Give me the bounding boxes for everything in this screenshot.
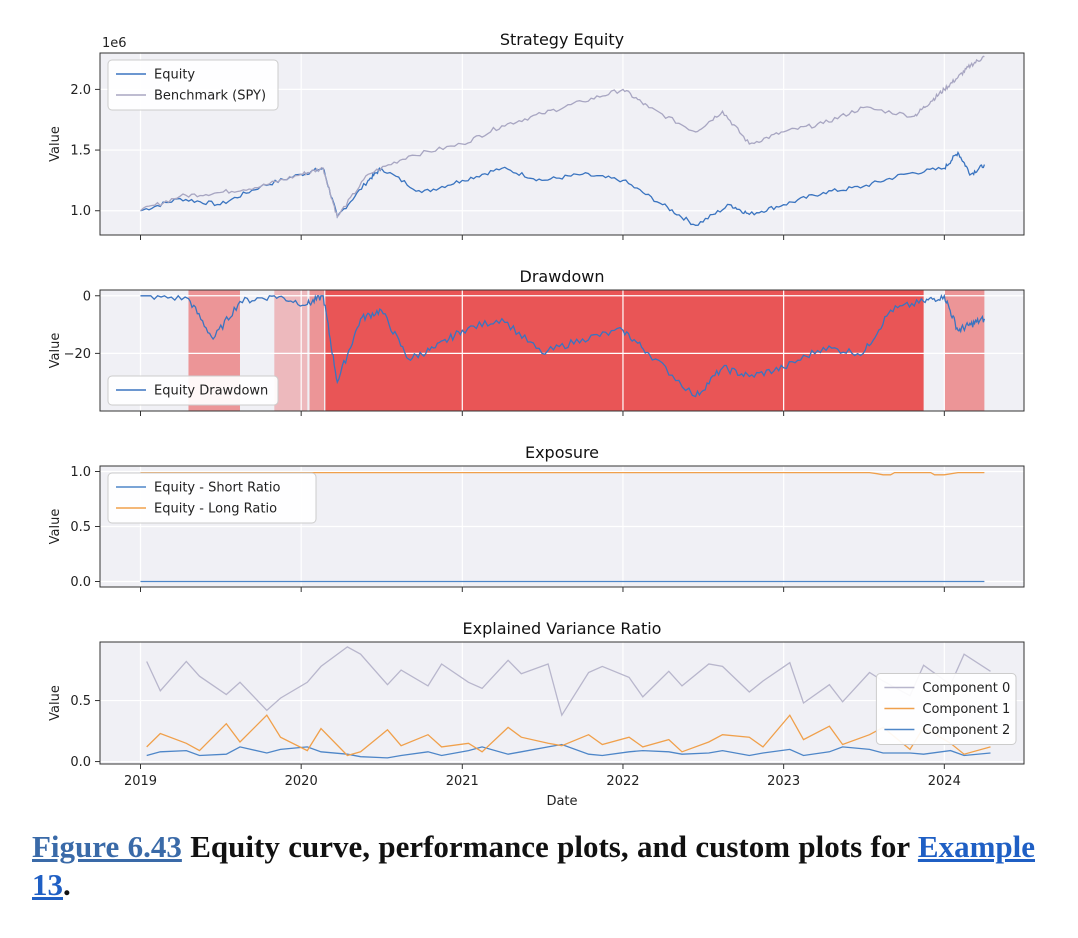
legend-box — [107, 59, 279, 111]
drawdown-period — [944, 290, 985, 411]
drawdown-period — [274, 290, 308, 411]
x-tick-label: 2019 — [124, 774, 157, 789]
legend-label: Component 2 — [922, 723, 1010, 738]
y-tick-label: 1.0 — [70, 465, 91, 480]
legend-label: Component 0 — [922, 681, 1010, 696]
y-tick-label: 0.5 — [70, 694, 91, 709]
x-tick-label: 2024 — [928, 774, 961, 789]
legend: Equity Benchmark (SPY) — [107, 59, 279, 111]
y-tick-label: 0.0 — [70, 575, 91, 590]
y-axis-label: Value — [48, 685, 63, 721]
legend: Equity Drawdown — [107, 375, 279, 406]
chart-panel-3: 0.0 0.5 1.0 Exposure Value Equity - Short Rat… — [48, 443, 1025, 592]
y-tick-label: 1.0 — [70, 204, 91, 219]
legend-label: Benchmark (SPY) — [154, 89, 266, 104]
offset-text: 1e6 — [102, 36, 127, 51]
legend-label: Equity - Short Ratio — [154, 481, 281, 496]
axes-frame — [99, 641, 1025, 765]
y-tick-label: −20 — [64, 347, 91, 362]
drawdown-period — [309, 290, 325, 411]
chart-title: Explained Variance Ratio — [463, 619, 662, 638]
chart-title: Exposure — [525, 443, 599, 462]
axes-frame — [99, 465, 1025, 588]
x-tick-label: 2020 — [285, 774, 318, 789]
series-line — [140, 150, 986, 226]
axes-frame — [99, 289, 1025, 412]
chart-panel-4: 0.0 0.5 Explained Variance Ratio Value Compo… — [48, 619, 1025, 770]
y-axis-label: Value — [48, 333, 63, 369]
drawdown-period — [325, 290, 924, 411]
legend-label: Component 1 — [922, 702, 1010, 717]
figure: 1.0 1.5 2.0 Strategy Equity Value 1e6 Equity Be… — [48, 30, 1025, 809]
y-tick-label: 0.5 — [70, 520, 91, 535]
figure-caption: Figure 6.43 Equity curve, performance pl… — [32, 828, 1035, 904]
series-line — [146, 646, 991, 717]
x-axis-label: Date — [546, 794, 577, 809]
legend-box — [107, 472, 317, 524]
chart-panel-1: 1.0 1.5 2.0 Strategy Equity Value 1e6 Equity Be… — [48, 30, 1025, 240]
series-line — [146, 743, 991, 759]
series-line — [146, 714, 991, 757]
chart-title: Strategy Equity — [500, 30, 624, 49]
example-link[interactable]: Example 13 — [32, 829, 1036, 902]
caption-end: . — [63, 867, 71, 902]
caption-text: Equity curve, performance plots, and cus… — [181, 829, 918, 864]
y-tick-label: 2.0 — [70, 83, 91, 98]
y-tick-label: 0.0 — [70, 755, 91, 770]
series-line — [140, 471, 985, 476]
series-line — [140, 293, 986, 398]
legend-box — [107, 375, 279, 406]
legend-label: Equity Drawdown — [154, 384, 268, 399]
x-tick-label: 2022 — [606, 774, 639, 789]
axes-frame — [99, 52, 1025, 236]
figure-link[interactable]: Figure 6.43 — [32, 829, 182, 864]
legend: Equity - Short Ratio Equity - Long Ratio — [107, 472, 317, 524]
y-tick-label: 0 — [83, 289, 91, 304]
legend-label: Equity — [154, 68, 195, 83]
y-tick-label: 1.5 — [70, 144, 91, 159]
plot-area — [100, 642, 1024, 764]
y-axis-label: Value — [48, 509, 63, 545]
legend: Component 0 Component 1 Component 2 — [875, 673, 1017, 745]
series-line — [140, 55, 985, 219]
legend-label: Equity - Long Ratio — [154, 502, 277, 517]
y-axis-label: Value — [48, 126, 63, 162]
x-tick-label: 2021 — [446, 774, 479, 789]
legend-box — [875, 673, 1017, 745]
chart-panel-2: 0 −20 Drawdown Value Equity Drawdown — [48, 267, 1025, 416]
chart-title: Drawdown — [520, 267, 605, 286]
x-tick-label: 2023 — [767, 774, 800, 789]
